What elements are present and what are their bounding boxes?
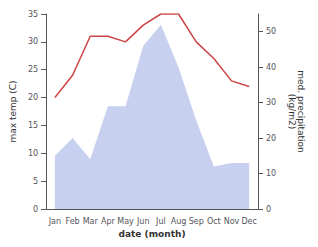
svg-text:Aug: Aug [171,217,187,226]
svg-text:30: 30 [266,98,276,107]
svg-text:Dec: Dec [241,217,256,226]
svg-text:Jul: Jul [155,217,166,226]
svg-text:Feb: Feb [65,217,79,226]
svg-text:35: 35 [28,10,38,19]
svg-text:max temp (C): max temp (C) [8,80,18,142]
svg-text:Jan: Jan [48,217,61,226]
svg-text:20: 20 [28,93,38,102]
svg-text:50: 50 [266,27,276,36]
svg-text:Apr: Apr [101,217,116,226]
svg-text:15: 15 [28,121,38,130]
svg-text:(kg/m2): (kg/m2) [287,94,297,129]
svg-text:0: 0 [33,205,38,214]
svg-text:date (month): date (month) [119,229,186,239]
svg-text:40: 40 [266,63,276,72]
svg-text:20: 20 [266,134,276,143]
svg-text:Oct: Oct [207,217,221,226]
svg-text:10: 10 [266,169,276,178]
svg-text:Nov: Nov [224,217,240,226]
svg-text:Jun: Jun [136,217,150,226]
svg-text:10: 10 [28,149,38,158]
svg-text:25: 25 [28,65,38,74]
svg-text:May: May [117,217,134,226]
svg-text:Sep: Sep [189,217,204,226]
svg-text:med. precipitation: med. precipitation [295,70,306,153]
svg-text:0: 0 [266,205,271,214]
svg-text:30: 30 [28,37,38,46]
svg-text:Mar: Mar [83,217,99,226]
svg-text:5: 5 [33,177,38,186]
